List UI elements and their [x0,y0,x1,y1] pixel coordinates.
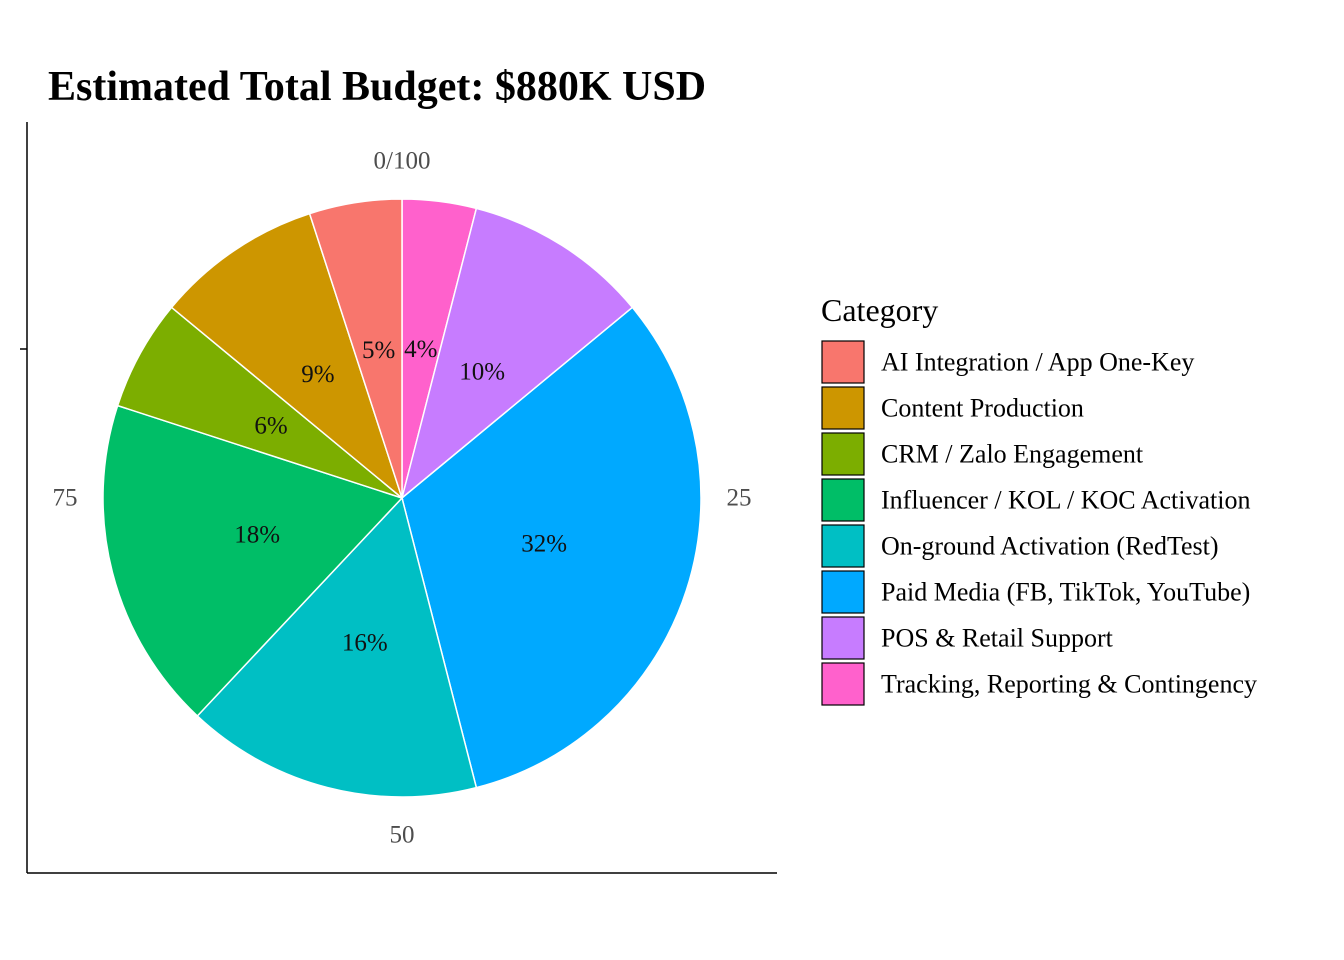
theta-tick-label: 50 [390,822,415,849]
legend-key-ai-integration-app-one-key [821,340,865,384]
theta-tick-labels: 0/100 25 50 75 [53,148,752,849]
pie-slice-influencer-kol-koc-activation [102,404,404,718]
theta-tick-label: 0/100 [374,148,431,175]
legend-label: On-ground Activation (RedTest) [881,532,1219,561]
legend-key-pos-retail-support [821,616,865,660]
pie-percent-label: 16% [342,629,388,656]
legend-title: Category [821,292,938,328]
pie-slice-ai-integration-app-one-key [308,198,403,499]
pie-percent-label: 10% [459,358,505,385]
pie-percent-label: 32% [521,531,567,558]
legend-label: Influencer / KOL / KOC Activation [881,486,1250,515]
pie-slice-content-production [170,212,404,501]
pie-slice-pos-retail-support [400,207,634,501]
pie-percent-label: 4% [404,336,437,363]
legend-label: Paid Media (FB, TikTok, YouTube) [881,578,1250,607]
legend-label: Content Production [881,394,1084,423]
legend-key-influencer-kol-koc-activation [821,478,865,522]
legend-label: AI Integration / App One-Key [881,348,1194,377]
legend-key-crm-zalo-engagement [821,432,865,476]
legend-key-content-production [821,386,865,430]
theta-tick-label: 75 [53,485,78,512]
pie-percent-label: 5% [362,337,395,364]
chart-title: Estimated Total Budget: $880K USD [48,64,706,110]
legend-label: CRM / Zalo Engagement [881,440,1144,469]
legend-key-paid-media-fb-tiktok-youtube [821,570,865,614]
legend-key-tracking-reporting-contingency [821,662,865,706]
pie-slices [102,198,702,798]
pie-percent-labels: 4% 10% 32% 16% 18% 6% 9% 5% [234,336,567,656]
theta-tick-label: 25 [727,485,752,512]
pie-percent-label: 18% [234,522,280,549]
legend: Category AI Integration / App One-Key Con… [821,292,1257,706]
pie-slice-paid-media-fb-tiktok-youtube [401,306,702,789]
pie-slice-on-ground-activation-redtest [196,496,478,798]
legend-label: Tracking, Reporting & Contingency [881,670,1257,699]
pie-percent-label: 6% [254,412,287,439]
legend-key-on-ground-activation-redtest [821,524,865,568]
pie-percent-label: 9% [301,361,334,388]
legend-label: POS & Retail Support [881,624,1114,653]
